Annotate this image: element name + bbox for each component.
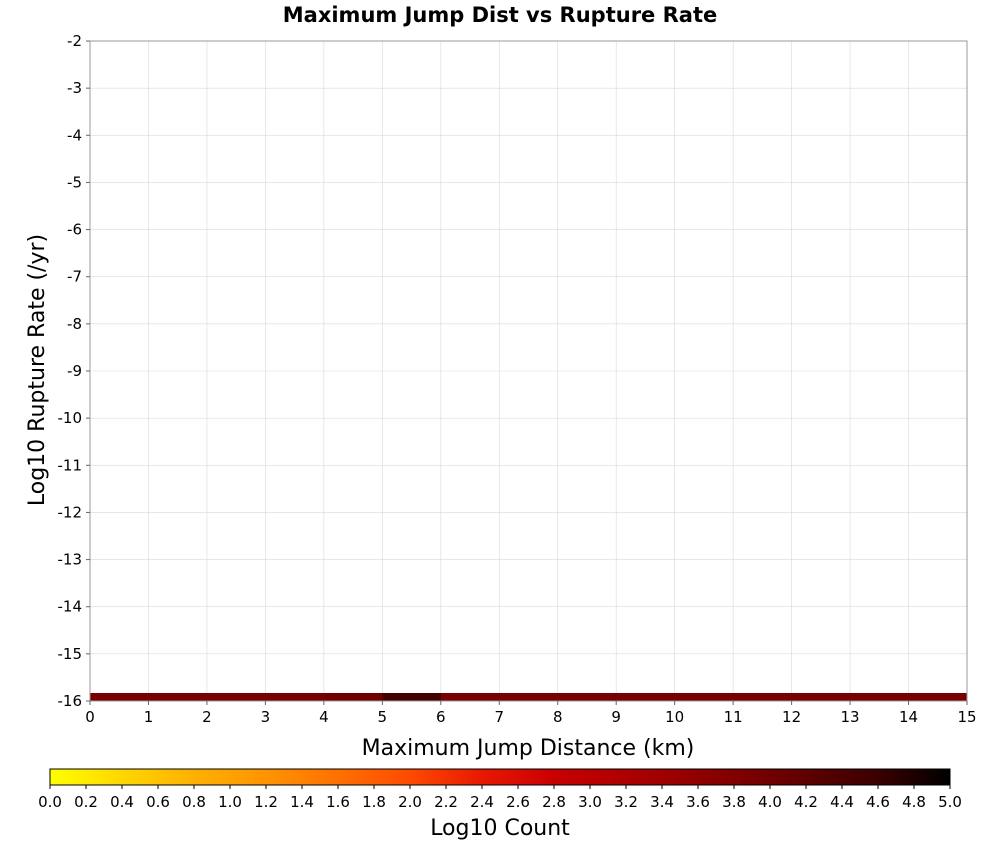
y-tick-label: -7: [67, 268, 82, 286]
colorbar-tick-label: 0.0: [38, 793, 62, 811]
y-tick-label: -8: [67, 315, 82, 333]
colorbar-tick-label: 2.4: [470, 793, 494, 811]
marginal-total-cell: [206, 693, 266, 701]
x-axis-ticks: 0 1 2 3 4 5 6 7 8 9 10 11 12 13 14 15: [85, 701, 977, 726]
y-tick-label: -6: [67, 221, 82, 239]
colorbar-tick-label: 4.0: [758, 793, 782, 811]
colorbar-tick-label: 3.2: [614, 793, 638, 811]
y-tick-label: -14: [58, 598, 83, 616]
marginal-total-cell: [733, 693, 792, 701]
marginal-total-cell: [323, 693, 383, 701]
marginal-total-cell: [674, 693, 734, 701]
colorbar-tick-label: 4.4: [830, 793, 854, 811]
x-tick-label: 10: [665, 708, 684, 726]
colorbar-tick-label: 0.8: [182, 793, 206, 811]
colorbar-tick-label: 4.2: [794, 793, 818, 811]
chart-title: Maximum Jump Dist vs Rupture Rate: [283, 3, 717, 27]
x-tick-label: 4: [319, 708, 329, 726]
marginal-total-cell: [850, 693, 909, 701]
y-tick-label: -4: [67, 126, 82, 144]
marginal-total-cell: [90, 693, 149, 701]
x-tick-label: 3: [261, 708, 271, 726]
colorbar-tick-label: 1.8: [362, 793, 386, 811]
colorbar-tick-label: 2.2: [434, 793, 458, 811]
x-tick-label: 2: [202, 708, 212, 726]
colorbar-tick-label: 3.0: [578, 793, 602, 811]
y-tick-label: -10: [58, 409, 83, 427]
marginal-total-cell: [148, 693, 208, 701]
colorbar-tick-label: 1.0: [218, 793, 242, 811]
x-tick-label: 5: [378, 708, 388, 726]
x-tick-label: 14: [899, 708, 918, 726]
colorbar-tick-label: 0.2: [74, 793, 98, 811]
x-tick-label: 11: [724, 708, 743, 726]
marginal-total-cell: [440, 693, 500, 701]
y-tick-label: -13: [58, 551, 83, 569]
x-axis-title: Maximum Jump Distance (km): [362, 736, 695, 761]
x-tick-label: 1: [144, 708, 154, 726]
colorbar-tick-label: 1.6: [326, 793, 350, 811]
colorbar-ticks: 0.0 0.2 0.4 0.6 0.8 1.0 1.2 1.4 1.6 1.8 2.0 2.2 2.4 2…: [38, 785, 962, 811]
x-tick-label: 15: [957, 708, 976, 726]
y-axis-ticks: -2 -3 -4 -5 -6 -7 -8 -9 -10 -11 -12 -13 -14 -15 -16: [58, 32, 90, 710]
colorbar-tick-label: 4.8: [902, 793, 926, 811]
colorbar-tick-label: 3.8: [722, 793, 746, 811]
y-axis-title: Log10 Rupture Rate (/yr): [25, 234, 50, 506]
colorbar-tick-label: 3.6: [686, 793, 710, 811]
y-tick-label: -9: [67, 362, 82, 380]
x-tick-label: 0: [85, 708, 95, 726]
colorbar-tick-label: 0.4: [110, 793, 134, 811]
colorbar-tick-label: 3.4: [650, 793, 674, 811]
grid-lines: [89, 40, 968, 702]
x-tick-label: 12: [782, 708, 801, 726]
x-tick-label: 9: [611, 708, 621, 726]
marginal-total-cell: [616, 693, 676, 701]
marginal-total-cell: [499, 693, 559, 701]
y-tick-label: -2: [67, 32, 82, 50]
marginal-total-cell: [791, 693, 851, 701]
x-tick-label: 8: [553, 708, 563, 726]
y-tick-label: -11: [58, 456, 83, 474]
colorbar-tick-label: 1.2: [254, 793, 278, 811]
colorbar-tick-label: 0.6: [146, 793, 170, 811]
colorbar-label: Log10 Count: [430, 816, 570, 841]
x-tick-label: 6: [436, 708, 446, 726]
colorbar: [49, 768, 951, 786]
marginal-strip: [90, 693, 968, 701]
colorbar-tick-label: 5.0: [938, 793, 962, 811]
x-tick-label: 7: [494, 708, 504, 726]
y-tick-label: -16: [58, 692, 83, 710]
marginal-total-cell: [908, 693, 968, 701]
colorbar-tick-label: 2.0: [398, 793, 422, 811]
marginal-total-cell: [382, 693, 442, 701]
x-tick-label: 13: [841, 708, 860, 726]
y-tick-label: -15: [58, 645, 83, 663]
colorbar-tick-label: 2.8: [542, 793, 566, 811]
marginal-total-cell: [265, 693, 325, 701]
y-tick-label: -12: [58, 503, 83, 521]
colorbar-tick-label: 4.6: [866, 793, 890, 811]
marginal-total-cell: [557, 693, 617, 701]
colorbar-tick-label: 1.4: [290, 793, 314, 811]
y-tick-label: -3: [67, 79, 82, 97]
y-tick-label: -5: [67, 173, 82, 191]
colorbar-tick-label: 2.6: [506, 793, 530, 811]
